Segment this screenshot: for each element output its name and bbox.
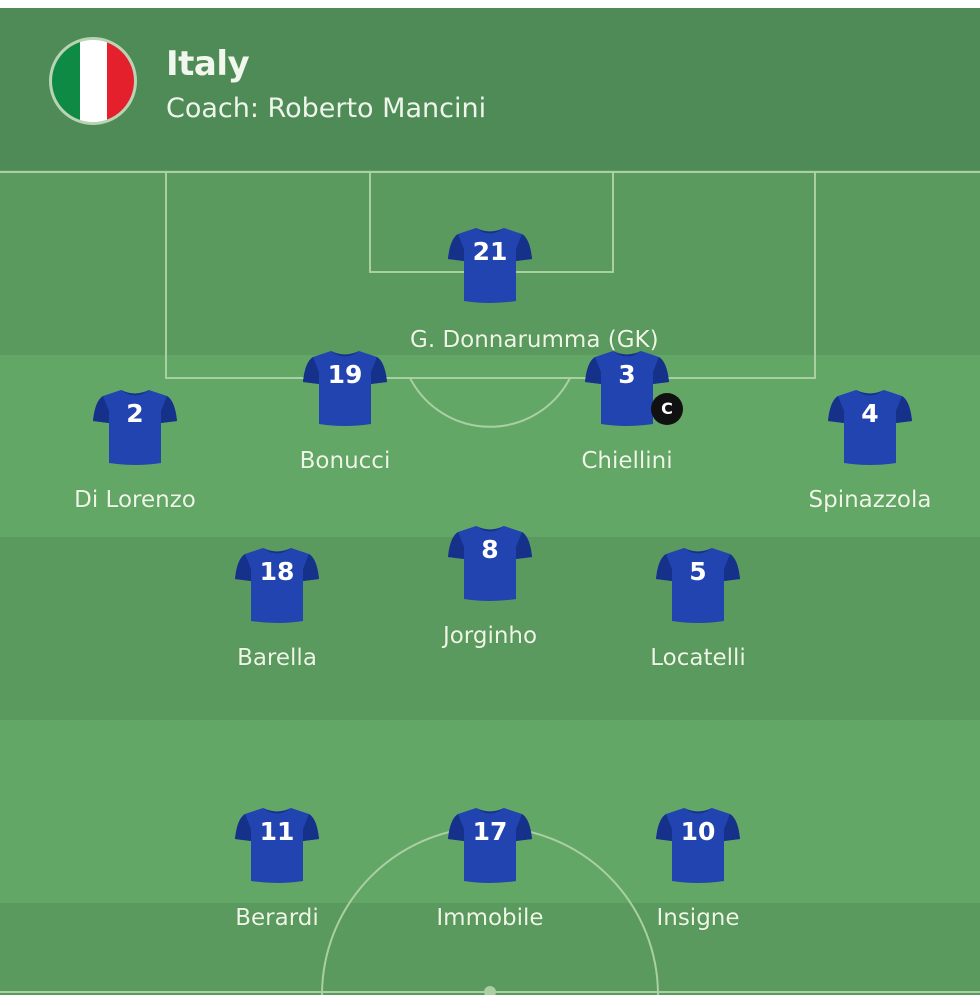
player-name: Bonucci (299, 448, 391, 474)
player-locatelli[interactable]: 5 Locatelli (618, 545, 778, 671)
player-name: Locatelli (650, 645, 746, 671)
shirt-icon: 11 (235, 805, 319, 885)
shirt-number: 4 (861, 399, 879, 428)
italy-flag-icon (49, 37, 137, 125)
player-barella[interactable]: 18 Barella (197, 545, 357, 671)
player-name: Immobile (436, 905, 544, 931)
player-jorginho[interactable]: 8 Jorginho (410, 523, 570, 649)
player-name: Insigne (656, 905, 740, 931)
shirt-icon: 19 (303, 348, 387, 428)
shirt-number: 18 (259, 557, 295, 586)
player-berardi[interactable]: 11 Berardi (197, 805, 357, 931)
player-name: G. Donnarumma (GK) (410, 327, 659, 353)
shirt-number: 21 (472, 237, 508, 266)
player-name: Jorginho (442, 623, 538, 649)
player-name: Berardi (235, 905, 319, 931)
shirt-number: 10 (680, 817, 716, 846)
shirt-icon: 18 (235, 545, 319, 625)
shirt-icon: 4 (828, 387, 912, 467)
shirt-icon: 17 (448, 805, 532, 885)
shirt-icon: 21 (448, 225, 532, 305)
shirt-number: 5 (689, 557, 707, 586)
shirt-number: 3 (618, 360, 636, 389)
coach-name: Coach: Roberto Mancini (166, 93, 487, 124)
shirt-number: 19 (327, 360, 363, 389)
shirt-number: 17 (472, 817, 508, 846)
shirt-number: 8 (481, 535, 499, 564)
captain-badge: C (651, 393, 683, 425)
player-di-lorenzo[interactable]: 2 Di Lorenzo (55, 387, 215, 513)
player-name: Di Lorenzo (74, 487, 196, 513)
player-spinazzola[interactable]: 4 Spinazzola (790, 387, 950, 513)
player-immobile[interactable]: 17 Immobile (410, 805, 570, 931)
shirt-number: 11 (259, 817, 295, 846)
player-g-donnarumma-gk[interactable]: 21 G. Donnarumma (GK) (410, 225, 659, 353)
shirt-icon: 2 (93, 387, 177, 467)
player-name: Chiellini (581, 448, 673, 474)
pitch (0, 170, 980, 995)
player-insigne[interactable]: 10 Insigne (618, 805, 778, 931)
shirt-icon: 8 (448, 523, 532, 603)
shirt-icon: 5 (656, 545, 740, 625)
team-name: Italy (166, 44, 250, 84)
player-name: Barella (237, 645, 317, 671)
player-chiellini[interactable]: 3 C Chiellini (547, 348, 707, 474)
shirt-icon: 10 (656, 805, 740, 885)
pitch-markings (0, 171, 980, 995)
shirt-number: 2 (126, 399, 144, 428)
player-name: Spinazzola (808, 487, 932, 513)
team-header: Italy Coach: Roberto Mancini (0, 8, 980, 170)
player-bonucci[interactable]: 19 Bonucci (265, 348, 425, 474)
